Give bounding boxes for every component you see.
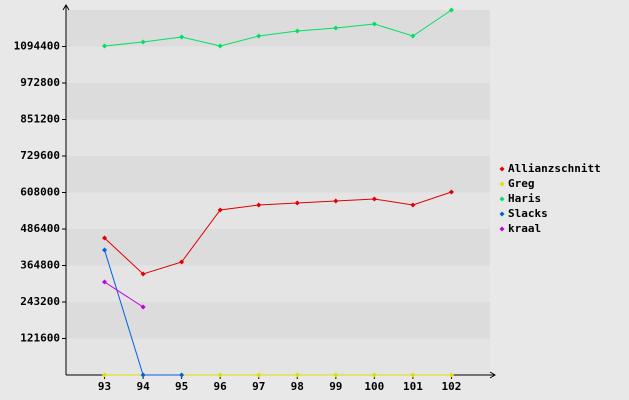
point (102, 247, 108, 253)
point (410, 202, 416, 208)
series-line (104, 9, 452, 47)
grid-band (66, 192, 490, 229)
point (333, 25, 339, 31)
series-line (104, 281, 144, 308)
x-tick-label: 102 (442, 380, 462, 393)
point (179, 34, 185, 40)
grid-band (66, 265, 490, 302)
legend-label: Greg (508, 177, 535, 190)
point (102, 279, 108, 285)
x-axis-arrow (489, 371, 496, 379)
legend-label: Allianzschnitt (508, 162, 601, 175)
point (140, 372, 146, 378)
y-axis-arrow (62, 4, 70, 11)
point (102, 372, 108, 378)
point (410, 33, 416, 39)
grid-band (66, 338, 490, 375)
legend-marker (499, 196, 505, 202)
y-tick-label: 486400 (20, 222, 60, 235)
point (448, 7, 454, 13)
point (371, 196, 377, 202)
grid-band (66, 10, 490, 47)
point (371, 372, 377, 378)
x-tick-label: 101 (403, 380, 423, 393)
x-tick-label: 94 (136, 380, 150, 393)
x-tick-label: 95 (175, 380, 188, 393)
point (333, 198, 339, 204)
y-tick-label: 972800 (20, 76, 60, 89)
point (256, 372, 262, 378)
point (256, 33, 262, 39)
x-tick-label: 97 (252, 380, 265, 393)
grid-band (66, 119, 490, 156)
point (102, 235, 108, 241)
point (217, 372, 223, 378)
x-tick-label: 98 (291, 380, 304, 393)
grid-band (66, 302, 490, 339)
point (448, 189, 454, 195)
point (333, 372, 339, 378)
point (371, 21, 377, 27)
point (179, 259, 185, 265)
point (294, 28, 300, 34)
grid-band (66, 46, 490, 83)
y-tick-label: 364800 (20, 259, 60, 272)
x-tick-label: 96 (214, 380, 228, 393)
legend-marker (499, 211, 505, 217)
legend-marker (499, 166, 505, 172)
legend-label: Haris (508, 192, 541, 205)
point (256, 202, 262, 208)
y-tick-label: 608000 (20, 186, 60, 199)
x-tick-label: 100 (364, 380, 384, 393)
grid-band (66, 156, 490, 193)
x-tick-label: 93 (98, 380, 111, 393)
point (140, 39, 146, 45)
point (410, 372, 416, 378)
y-tick-label: 851200 (20, 113, 60, 126)
point (217, 207, 223, 213)
series-line (104, 191, 452, 275)
y-tick-label: 121600 (20, 332, 60, 345)
grid-band (66, 83, 490, 120)
legend-label: kraal (508, 222, 541, 235)
grid-band (66, 229, 490, 266)
legend-marker (499, 226, 505, 232)
legend-marker (499, 181, 505, 187)
point (179, 372, 185, 378)
point (140, 304, 146, 310)
y-tick-label: 729600 (20, 149, 60, 162)
legend-label: Slacks (508, 207, 548, 220)
point (448, 372, 454, 378)
point (217, 43, 223, 49)
y-tick-label: 1094400 (14, 40, 60, 53)
point (294, 200, 300, 206)
point (294, 372, 300, 378)
y-tick-label: 243200 (20, 295, 60, 308)
x-tick-label: 99 (329, 380, 342, 393)
point (140, 271, 146, 277)
point (102, 43, 108, 49)
